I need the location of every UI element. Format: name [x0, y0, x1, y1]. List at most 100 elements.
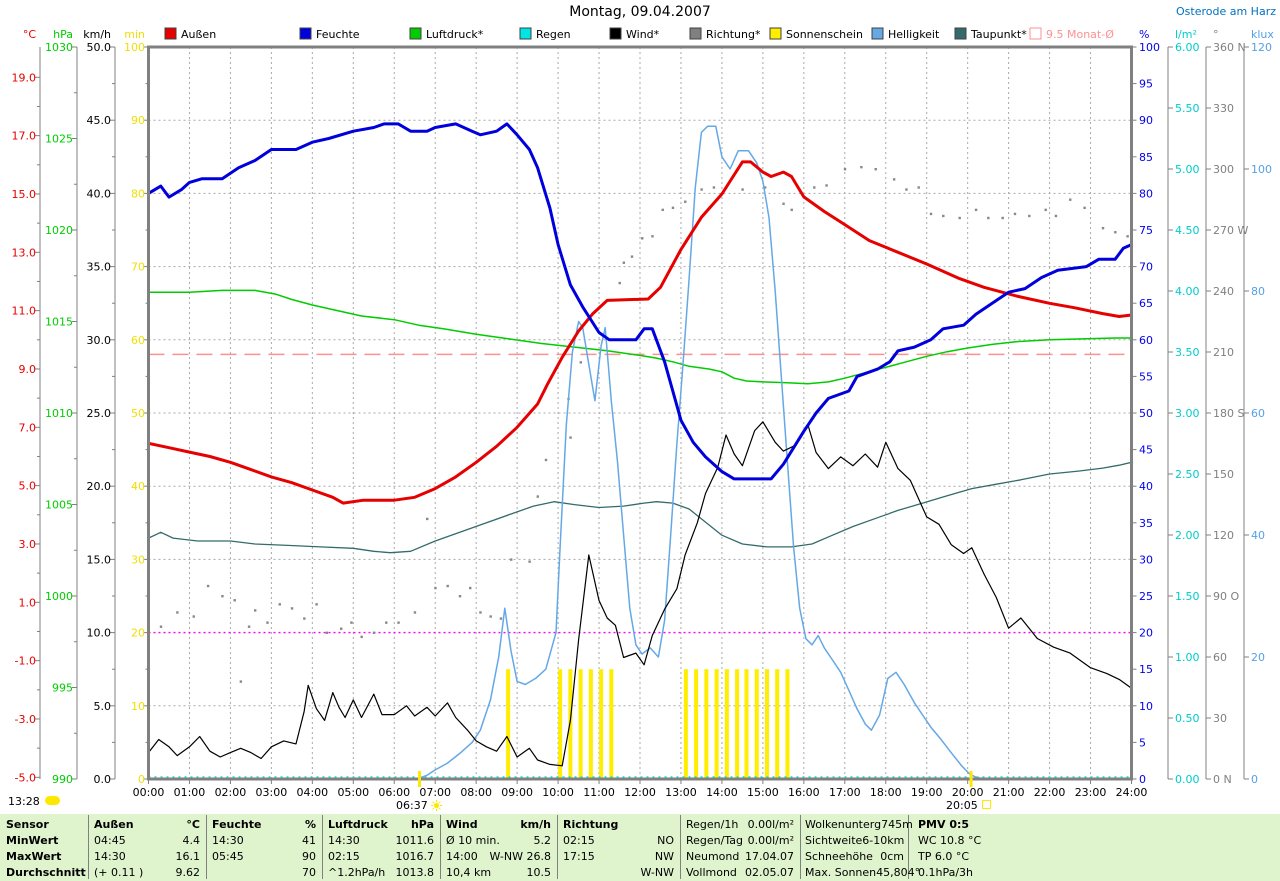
svg-text:Wind*: Wind* — [626, 28, 660, 41]
stat-value: 1016.7 — [395, 849, 435, 863]
stat-richtung-row-3: W-NW — [563, 864, 674, 880]
svg-text:1025: 1025 — [45, 133, 73, 146]
stat-value: 745m — [881, 817, 913, 831]
svg-text:100: 100 — [1251, 163, 1272, 176]
stat-label: Feuchte — [212, 817, 262, 831]
svg-text:60: 60 — [1213, 651, 1227, 664]
svg-text:20: 20 — [1139, 627, 1153, 640]
stat-luftdruck-row-0: Luftdruck hPa — [328, 816, 434, 832]
svg-text:21:00: 21:00 — [993, 786, 1025, 799]
legend-monatsmittel: 9.5 Monat-Ø — [1029, 27, 1114, 41]
svg-text:°: ° — [1213, 28, 1219, 41]
stat-luftdruck-row-3: ^1.2hPa/h 1013.8 — [328, 864, 434, 880]
stat-label: Schneehöhe — [805, 849, 873, 863]
svg-text:10:00: 10:00 — [542, 786, 574, 799]
stat-value: W-NW 26.8 — [489, 849, 552, 863]
svg-text:25: 25 — [1139, 590, 1153, 603]
legend: Außen Feuchte Luftdruck* Regen Wind* Richtung… — [164, 27, 1114, 41]
svg-text:35.0: 35.0 — [87, 261, 112, 274]
stat-richtung-row-0: Richtung — [563, 816, 674, 832]
stat-pmv-row-2: TP 6.0 °C — [918, 848, 1272, 864]
svg-text:100: 100 — [1139, 41, 1160, 54]
svg-text:3.50: 3.50 — [1175, 346, 1200, 359]
stat-regen-mond-row-1: Regen/Tag 0.00l/m² — [686, 832, 794, 848]
svg-text:40: 40 — [131, 480, 145, 493]
stat-value: km/h — [520, 817, 551, 831]
time-axis: 00:00 01:00 02:00 03:00 04:00 05:00 06:00 07:00… — [133, 771, 1147, 799]
stat-label: Durchschnitt — [6, 865, 86, 879]
stat-aussen-row-1: 04:45 4.4 — [94, 832, 200, 848]
svg-text:40: 40 — [1251, 529, 1265, 542]
stat-label: 14:30 — [328, 833, 360, 847]
svg-text:12:00: 12:00 — [624, 786, 656, 799]
stat-label: Max. Sonnen — [805, 865, 877, 879]
svg-text:360 N: 360 N — [1213, 41, 1246, 54]
stat-label: 05:45 — [212, 849, 244, 863]
svg-text:17.0: 17.0 — [12, 130, 37, 143]
table-separator — [88, 815, 89, 879]
svg-text:23:00: 23:00 — [1075, 786, 1107, 799]
stat-label: (+ 0.11 ) — [94, 865, 144, 879]
svg-text:5.00: 5.00 — [1175, 163, 1200, 176]
temperature-axis: 19.0 17.0 15.0 13.0 11.0 9.0 7.0 5.0 3.0 1.0 -1.0 -… — [12, 28, 41, 784]
stat-richtung-row-1: 02:15 NO — [563, 832, 674, 848]
svg-text:40: 40 — [1139, 480, 1153, 493]
series-wind — [148, 421, 1132, 767]
stat-label: 17:15 — [563, 849, 595, 863]
stat-luftdruck-row-1: 14:30 1011.6 — [328, 832, 434, 848]
svg-text:80: 80 — [1251, 285, 1265, 298]
stat-label: 14:30 — [212, 833, 244, 847]
stat-sicht-row-3: Max. Sonnen 45,804° — [805, 864, 920, 880]
svg-text:18:00: 18:00 — [870, 786, 902, 799]
svg-text:330: 330 — [1213, 102, 1234, 115]
svg-text:0.0: 0.0 — [94, 773, 112, 786]
direction-axis: 360 N 330 300 270 W 240 210 180 S 150 120 90 O 60 3… — [1205, 28, 1248, 786]
svg-text:990: 990 — [52, 773, 73, 786]
svg-text:300: 300 — [1213, 163, 1234, 176]
gridlines — [148, 47, 1132, 779]
svg-text:80: 80 — [1139, 187, 1153, 200]
svg-text:120: 120 — [1251, 41, 1272, 54]
stat-label: Luftdruck — [328, 817, 388, 831]
table-separator — [908, 815, 909, 879]
stat-wind-row-1: Ø 10 min. 5.2 — [446, 832, 551, 848]
table-separator — [206, 815, 207, 879]
stat-value: 0.00l/m² — [747, 833, 794, 847]
svg-text:17:00: 17:00 — [829, 786, 861, 799]
stat-pmv-row-0: PMV 0:5 — [918, 816, 1272, 832]
svg-text:70: 70 — [1139, 261, 1153, 274]
svg-text:20: 20 — [1251, 651, 1265, 664]
humidity-axis: 1009590858075706560555045403530252015105… — [1131, 28, 1160, 786]
stat-value: 16.1 — [175, 849, 201, 863]
wind-axis: 50.0 45.0 40.0 35.0 30.0 25.0 20.0 15.0 10.0 5.0 0… — [83, 28, 116, 786]
svg-text:15.0: 15.0 — [87, 553, 112, 566]
stat-value: 0.00l/m² — [747, 817, 794, 831]
stat-feuchte-row-3: 70 — [212, 864, 316, 880]
stat-value: % — [304, 817, 316, 831]
svg-text:13.0: 13.0 — [12, 246, 37, 259]
svg-text:Taupunkt*: Taupunkt* — [970, 28, 1027, 41]
stat-aussen-row-2: 14:30 16.1 — [94, 848, 200, 864]
stat-label: Außen — [94, 817, 134, 831]
svg-text:20: 20 — [131, 627, 145, 640]
svg-text:6.00: 6.00 — [1175, 41, 1200, 54]
stat-label: Wolkenunterg — [805, 817, 882, 831]
svg-text:Feuchte: Feuchte — [316, 28, 360, 41]
svg-text:15.0: 15.0 — [12, 188, 37, 201]
plot-area — [148, 122, 1132, 779]
svg-text:0: 0 — [1139, 773, 1146, 786]
svg-text:60: 60 — [1251, 407, 1265, 420]
svg-text:25.0: 25.0 — [87, 407, 112, 420]
stat-regen-mond-row-0: Regen/1h 0.00l/m² — [686, 816, 794, 832]
svg-text:85: 85 — [1139, 151, 1153, 164]
sunrise-sun-icon — [430, 800, 442, 811]
svg-text:13:00: 13:00 — [665, 786, 697, 799]
svg-text:240: 240 — [1213, 285, 1234, 298]
stat-value: W-NW — [640, 865, 674, 879]
stat-wind-row-0: Wind km/h — [446, 816, 551, 832]
stat-wind-row-3: 10,4 km 10.5 — [446, 864, 551, 880]
stat-value: 90 — [302, 849, 316, 863]
series-taupunkt — [148, 461, 1132, 554]
svg-text:20:00: 20:00 — [952, 786, 984, 799]
svg-text:270 W: 270 W — [1213, 224, 1248, 237]
